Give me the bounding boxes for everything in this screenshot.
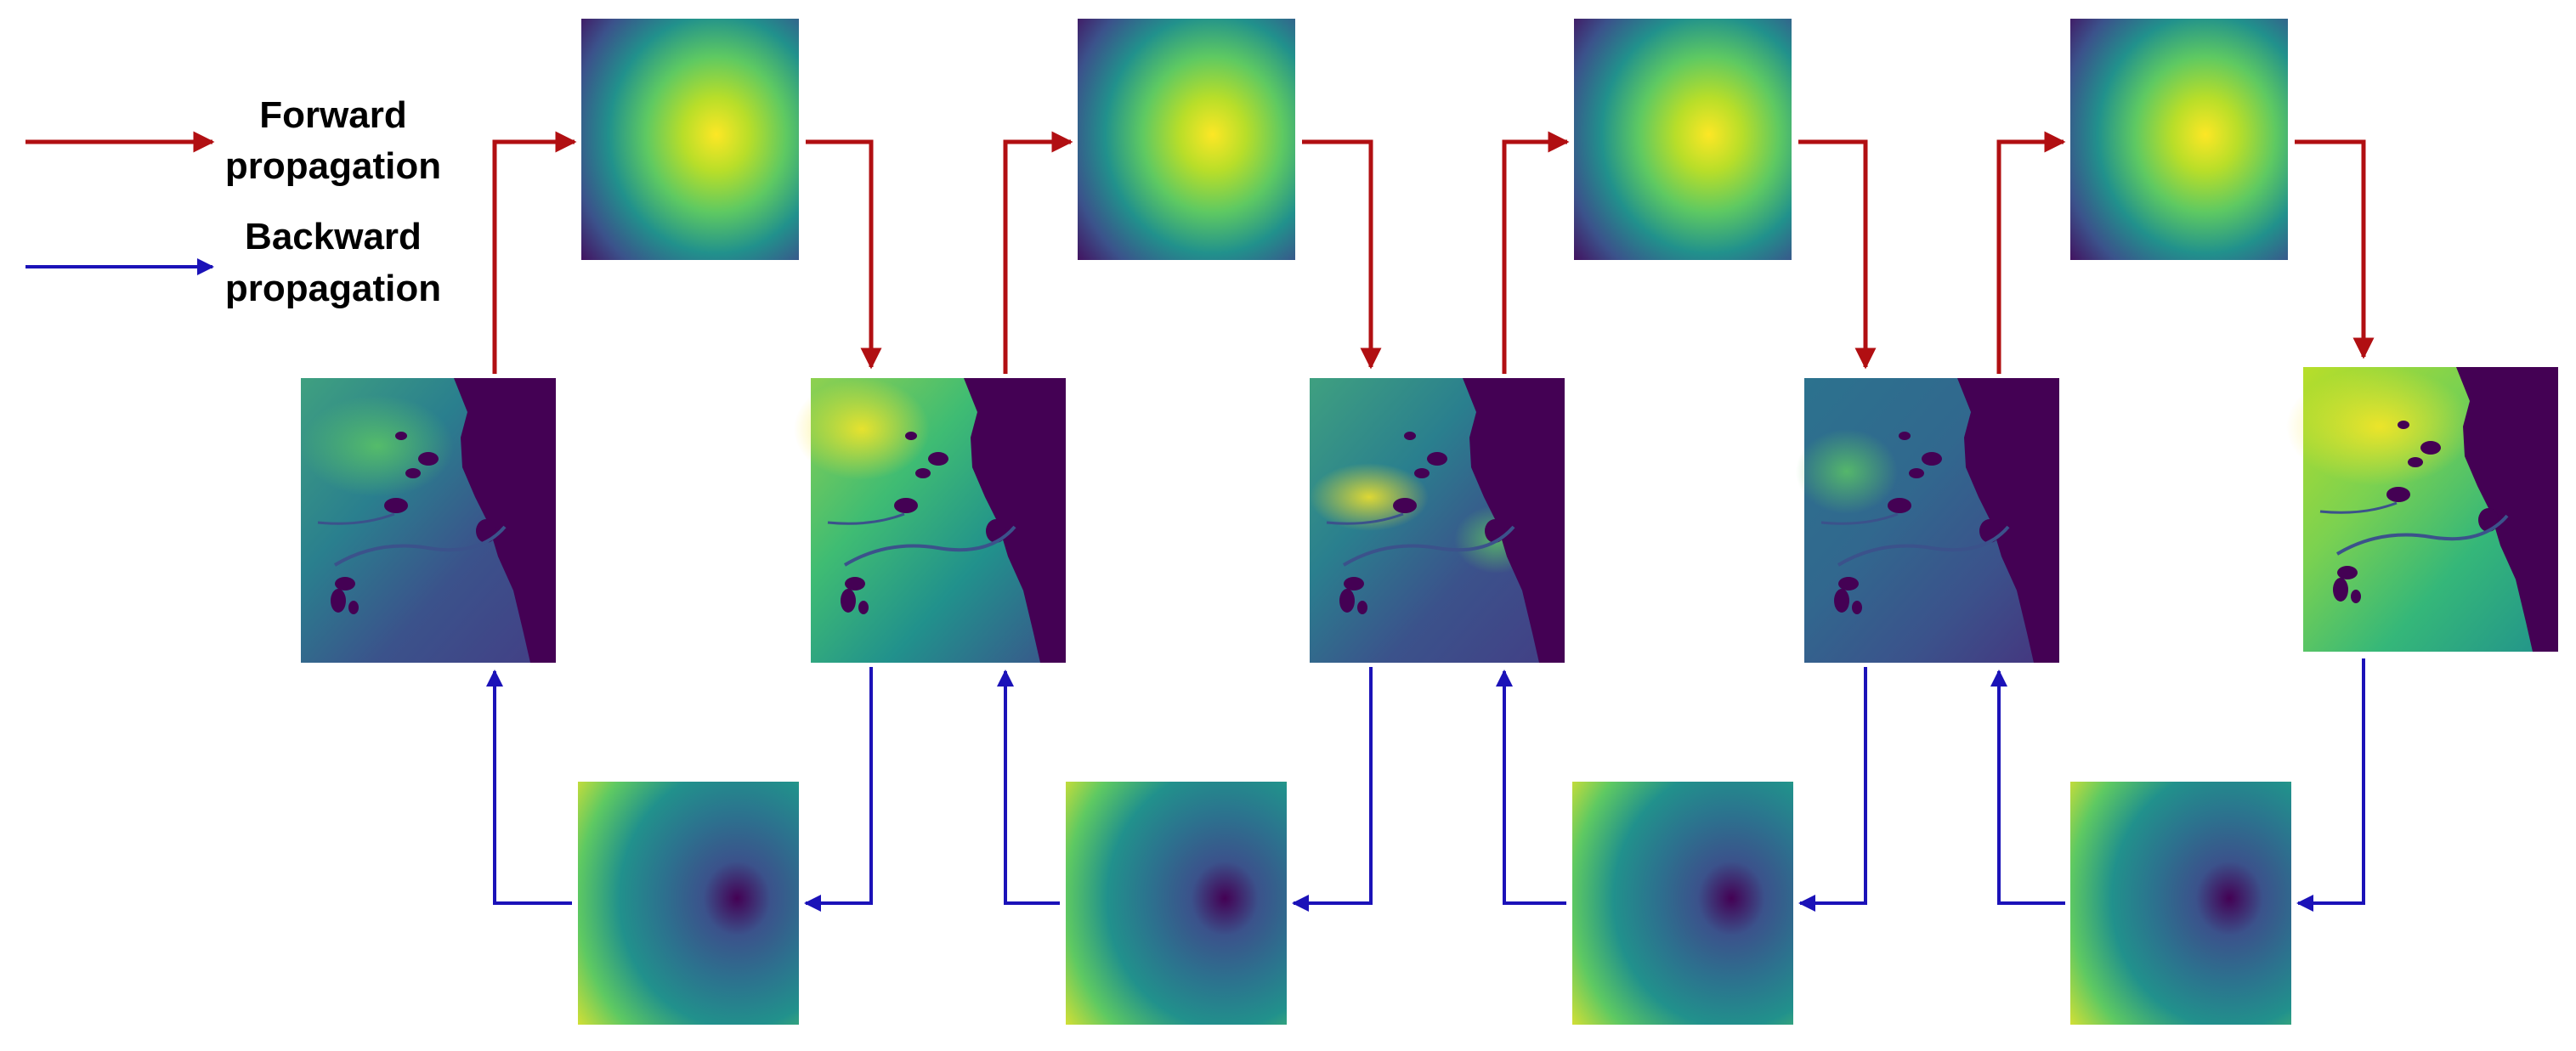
backward-arrow-4b: [1990, 670, 2065, 905]
forward-arrow-2a: [1003, 131, 1073, 374]
map-5: [2286, 365, 2560, 653]
bottom-kernel-2: [1066, 782, 1287, 1025]
legend-forward-line2: propagation: [225, 145, 441, 187]
legend-backward-line2: propagation: [225, 268, 441, 309]
map-1: [301, 376, 558, 664]
forward-arrow-3a: [1502, 131, 1570, 374]
bottom-kernel-3: [1572, 782, 1793, 1025]
top-kernels: [581, 19, 2288, 260]
forward-arrow-4a: [1996, 131, 2066, 374]
top-kernel-3: [1574, 19, 1792, 260]
forward-arrow-4b: [2295, 139, 2375, 359]
forward-arrow-3b: [1798, 139, 1877, 370]
top-kernel-4: [2070, 19, 2288, 260]
legend: Forward propagation Backward propagation: [25, 94, 441, 309]
backward-arrow-1a: [804, 667, 873, 912]
backward-arrow-1b: [486, 670, 572, 905]
bottom-kernels: [578, 782, 2291, 1025]
forward-arrows: [492, 131, 2375, 374]
top-kernel-1: [581, 19, 799, 260]
bottom-kernel-4: [2070, 782, 2291, 1025]
backward-arrow-3b: [1496, 670, 1566, 905]
legend-forward-line1: Forward: [259, 94, 407, 136]
bottom-kernel-1: [578, 782, 799, 1025]
middle-maps: [301, 365, 2560, 664]
backward-arrow-3a: [1798, 667, 1867, 912]
backward-arrow-4a: [2296, 658, 2365, 912]
forward-arrow-1a: [492, 131, 577, 374]
legend-backward-line1: Backward: [245, 216, 422, 257]
forward-arrow-1b: [806, 139, 882, 370]
backward-arrow-2a: [1292, 667, 1373, 912]
forward-arrow-2b: [1302, 139, 1382, 370]
map-2: [794, 376, 1067, 664]
backward-arrow-2b: [997, 670, 1060, 905]
top-kernel-2: [1078, 19, 1295, 260]
map-3: [1310, 376, 1566, 664]
map-4: [1796, 376, 2061, 664]
backward-arrows: [486, 658, 2365, 912]
